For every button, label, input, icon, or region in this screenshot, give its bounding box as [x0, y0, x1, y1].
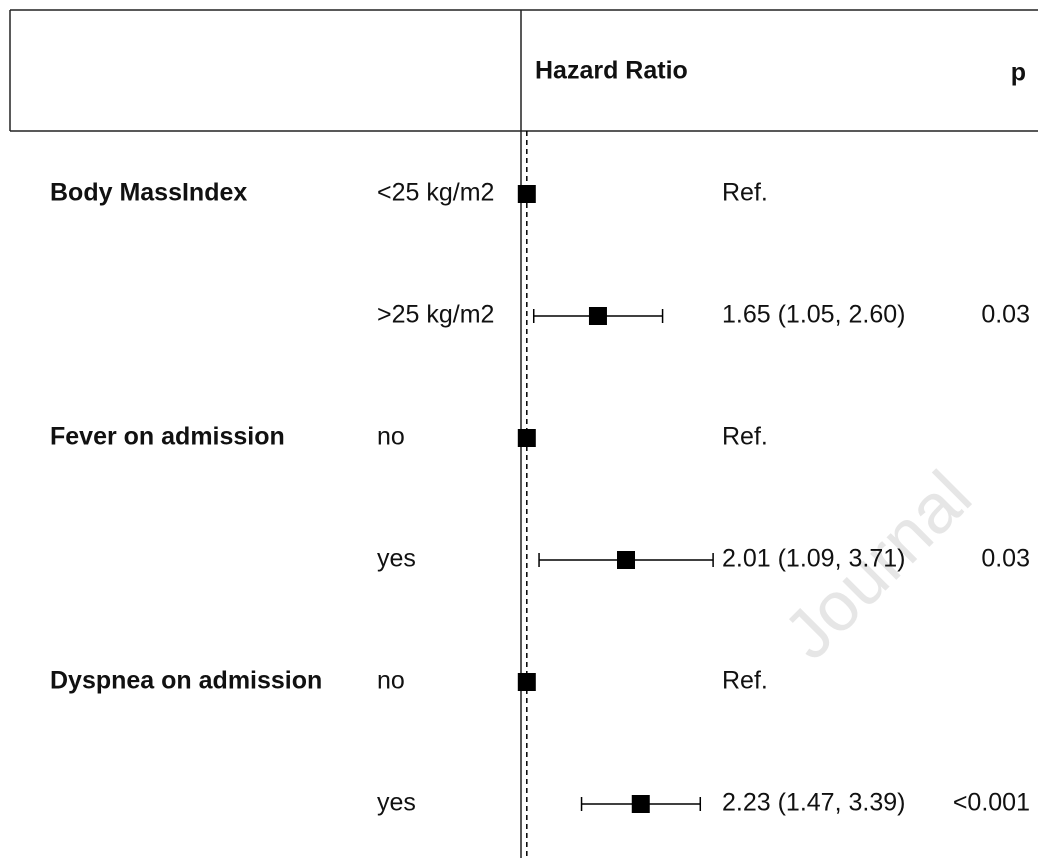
level-label: >25 kg/m2 [377, 301, 494, 329]
level-label: no [377, 667, 405, 695]
estimate-label: Ref. [722, 423, 768, 451]
header-estimate: Hazard Ratio [535, 57, 688, 85]
p-value: <0.001 [953, 789, 1030, 817]
group-label: Fever on admission [50, 423, 285, 451]
estimate-box [517, 185, 536, 203]
estimate-label: 2.01 (1.09, 3.71) [722, 545, 905, 573]
level-label: <25 kg/m2 [377, 179, 494, 207]
level-label: no [377, 423, 405, 451]
estimate-label: 2.23 (1.47, 3.39) [722, 789, 905, 817]
estimate-box [588, 307, 607, 325]
estimate-label: 1.65 (1.05, 2.60) [722, 301, 905, 329]
group-label: Body MassIndex [50, 179, 247, 207]
estimate-box [617, 551, 636, 569]
estimate-box [631, 795, 650, 813]
estimate-box [517, 429, 536, 447]
estimate-label: Ref. [722, 179, 768, 207]
level-label: yes [377, 789, 416, 817]
group-label: Dyspnea on admission [50, 667, 322, 695]
p-value: 0.03 [981, 545, 1030, 573]
header-p: p [1011, 59, 1026, 87]
p-value: 0.03 [981, 301, 1030, 329]
level-label: yes [377, 545, 416, 573]
estimate-label: Ref. [722, 667, 768, 695]
estimate-box [517, 673, 536, 691]
